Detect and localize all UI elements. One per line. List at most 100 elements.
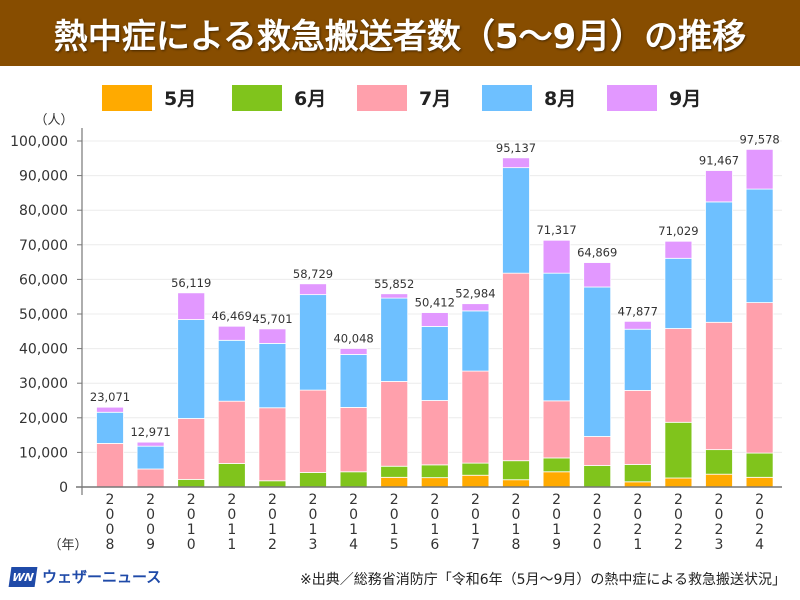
legend-swatch <box>482 84 532 111</box>
legend-item: 9月 <box>607 84 701 111</box>
bar-segment-7m <box>623 390 652 465</box>
bar-segment-6m <box>583 465 612 488</box>
bar-segment-6m <box>705 449 733 475</box>
total-label: 58,729 <box>293 267 333 281</box>
bar-segment-6m <box>623 464 652 483</box>
bar-segment-9m <box>542 239 571 274</box>
bar-segment-9m <box>258 328 287 344</box>
bar-segment-9m <box>745 148 774 190</box>
total-label: 46,469 <box>212 309 252 323</box>
title-bar: 熱中症による救急搬送者数（5〜9月）の推移 <box>0 0 800 66</box>
total-label: 64,869 <box>577 246 617 260</box>
legend-swatch <box>232 84 282 111</box>
legend-swatch <box>607 84 657 111</box>
bar-segment-7m <box>380 381 409 467</box>
bar-segment-8m <box>461 310 490 372</box>
bar-segment-6m <box>664 421 693 479</box>
weathernews-logo: WN ウェザーニュース <box>8 566 161 587</box>
bar-segment-5m <box>461 474 490 488</box>
total-label: 40,048 <box>333 331 373 345</box>
bar-segment-5m <box>380 476 409 488</box>
bar-segment-9m <box>623 320 652 330</box>
y-tick-label: 90,000 <box>19 169 68 185</box>
bar-segment-6m <box>339 471 368 488</box>
total-label: 91,467 <box>699 154 739 168</box>
bar-segment-9m <box>136 441 165 447</box>
bar-segment-5m <box>420 477 449 488</box>
bar-segment-6m <box>502 460 530 481</box>
wn-logo-icon: WN <box>8 566 38 587</box>
legend-label: 5月 <box>164 88 197 110</box>
bar-segment-9m <box>380 293 409 299</box>
bar-segment-7m <box>299 389 327 473</box>
bar-segment-7m <box>664 328 693 423</box>
bar-segment-7m <box>339 407 368 473</box>
bar-segment-7m <box>542 400 571 459</box>
total-label: 56,119 <box>171 276 211 290</box>
legend-label: 7月 <box>419 88 452 110</box>
bar-segment-7m <box>705 321 733 451</box>
bar-segment-9m <box>339 348 368 355</box>
bar-segment-8m <box>339 354 368 408</box>
total-label: 23,071 <box>90 390 130 404</box>
legend-label: 9月 <box>669 88 702 110</box>
bar-segment-7m <box>217 400 246 464</box>
total-label: 50,412 <box>415 296 455 310</box>
y-tick-label: 40,000 <box>19 342 68 358</box>
bar-segment-9m <box>461 303 490 312</box>
bars <box>96 148 774 488</box>
bar-segment-6m <box>380 465 409 478</box>
bar-segment-8m <box>745 188 774 303</box>
bar-segment-5m <box>623 481 652 488</box>
total-label: 47,877 <box>618 304 658 318</box>
y-tick-label: 10,000 <box>19 445 68 461</box>
total-label: 52,984 <box>455 287 495 301</box>
bar-segment-8m <box>380 297 409 382</box>
y-tick-label: 100,000 <box>10 134 68 150</box>
bar-segment-9m <box>583 262 612 288</box>
bar-segment-8m <box>258 343 287 409</box>
y-tick-label: 80,000 <box>19 203 68 219</box>
bar-segment-9m <box>96 406 124 413</box>
bar-segment-9m <box>502 157 530 169</box>
y-tick-label: 50,000 <box>19 307 68 323</box>
bar-segment-5m <box>705 473 733 488</box>
bar-segment-8m <box>705 201 733 323</box>
bar-segment-8m <box>96 411 124 444</box>
bar-segment-7m <box>258 407 287 482</box>
y-axis: 0 10,000 20,000 30,000 40,000 50,000 60,000 70,… <box>10 113 83 496</box>
bar-segment-7m <box>583 436 612 466</box>
total-label: 71,317 <box>536 223 576 237</box>
bar-segment-7m <box>502 272 530 462</box>
bar-segment-6m <box>745 452 774 478</box>
bar-segment-8m <box>177 319 206 419</box>
bar-segment-6m <box>217 463 246 488</box>
bar-segment-5m <box>542 471 571 488</box>
bar-segment-6m <box>258 480 287 488</box>
legend: 5月 6月 7月 8月 9月 <box>0 84 800 114</box>
total-label: 55,852 <box>374 277 414 291</box>
x-axis-unit-label: （年） <box>48 538 87 553</box>
source-note: ※出典／総務省消防庁「令和6年（5月〜9月）の熱中症による救急搬送状況」 <box>299 572 786 588</box>
x-axis: 2 0 0 8 2 0 0 9 2 0 1 0 2 0 1 1 2 0 1 2 2 0 1 3 2 0 1 4 2 0 1 5 2 0 1 6 2 0 1 7… <box>48 486 782 553</box>
bar-segment-8m <box>217 339 246 402</box>
bar-segment-6m <box>299 472 327 488</box>
y-tick-label: 70,000 <box>19 238 68 254</box>
legend-item: 8月 <box>482 84 576 111</box>
bar-segment-9m <box>217 325 246 341</box>
bar-segment-9m <box>420 312 449 327</box>
bar-segment-8m <box>299 294 327 391</box>
legend-item: 6月 <box>232 84 326 111</box>
